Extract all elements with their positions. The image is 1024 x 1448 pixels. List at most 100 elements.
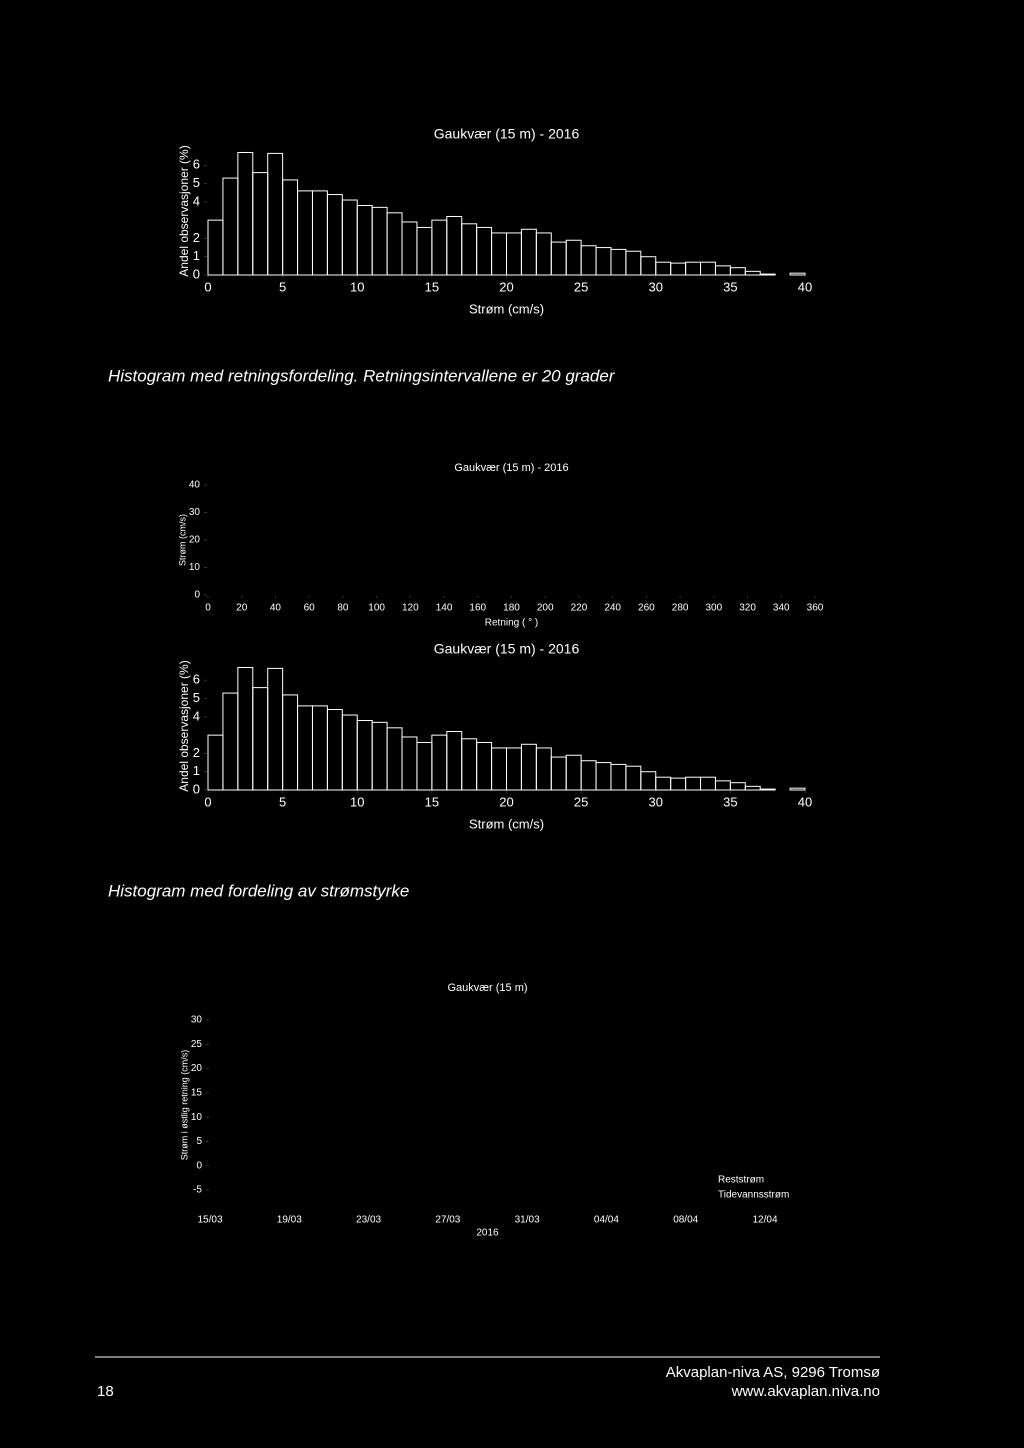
y-tick-label: 0 bbox=[193, 266, 200, 281]
bar bbox=[595, 247, 612, 276]
bar bbox=[580, 245, 597, 276]
x-tick-label: 35 bbox=[723, 279, 737, 294]
y-tick-label: 40 bbox=[189, 480, 201, 491]
bar bbox=[267, 667, 284, 791]
bar bbox=[401, 221, 418, 276]
bar bbox=[326, 709, 343, 791]
x-tick-label: 340 bbox=[773, 603, 790, 614]
legend-entry: Tidevannsstrøm bbox=[718, 1190, 789, 1201]
bar bbox=[461, 738, 478, 791]
bar bbox=[356, 720, 373, 791]
bar bbox=[625, 250, 642, 276]
bar bbox=[655, 776, 672, 791]
bar bbox=[252, 172, 269, 276]
y-tick-label: 6 bbox=[193, 672, 200, 687]
y-tick-label: 1 bbox=[193, 248, 200, 263]
x-tick-label: 280 bbox=[672, 603, 689, 614]
bar bbox=[311, 190, 328, 276]
footer-url: www.akvaplan.niva.no bbox=[731, 1383, 880, 1400]
x-tick-label: 10 bbox=[350, 279, 364, 294]
bar bbox=[685, 776, 702, 791]
bar bbox=[744, 785, 761, 791]
chart-title: Gaukvær (15 m) - 2016 bbox=[454, 462, 568, 474]
y-tick-label: 4 bbox=[193, 193, 200, 208]
bar bbox=[610, 248, 627, 276]
y-axis-label: Strøm i østlig retning (cm/s) bbox=[179, 1050, 189, 1161]
bar bbox=[476, 741, 493, 791]
caption: Histogram med fordeling av strømstyrke bbox=[108, 881, 409, 900]
bar bbox=[520, 743, 537, 791]
y-tick-label: 0 bbox=[194, 590, 200, 601]
x-tick-label: 5 bbox=[279, 794, 286, 809]
x-tick-label: 260 bbox=[638, 603, 655, 614]
x-tick-label: 60 bbox=[304, 603, 316, 614]
bar bbox=[446, 730, 463, 791]
bar bbox=[267, 152, 284, 276]
bar bbox=[282, 694, 299, 791]
x-tick-label: 300 bbox=[705, 603, 722, 614]
x-tick-label: 220 bbox=[571, 603, 588, 614]
bar bbox=[297, 190, 313, 276]
y-tick-label: 2 bbox=[193, 745, 200, 760]
y-tick-label: -5 bbox=[193, 1185, 202, 1196]
x-tick-label: 08/04 bbox=[673, 1215, 698, 1226]
bar bbox=[371, 721, 388, 791]
bar bbox=[491, 747, 508, 791]
bar bbox=[446, 215, 463, 276]
x-tick-label: 10 bbox=[350, 794, 364, 809]
bar bbox=[759, 788, 776, 791]
x-axis-label: Strøm (cm/s) bbox=[469, 301, 544, 316]
bar bbox=[640, 771, 657, 791]
bar bbox=[580, 760, 597, 791]
bar bbox=[431, 219, 448, 276]
bar bbox=[386, 727, 403, 791]
x-tick-label: 40 bbox=[270, 603, 282, 614]
bar bbox=[744, 270, 761, 276]
x-tick-label: 15 bbox=[425, 794, 439, 809]
bar bbox=[729, 782, 746, 791]
y-tick-label: 6 bbox=[193, 157, 200, 172]
bar bbox=[416, 226, 433, 276]
x-axis-label: Strøm (cm/s) bbox=[469, 816, 544, 831]
x-tick-label: 240 bbox=[604, 603, 621, 614]
bar bbox=[207, 734, 224, 791]
bar bbox=[297, 705, 313, 791]
bar bbox=[386, 212, 403, 276]
y-tick-label: 15 bbox=[191, 1087, 203, 1098]
bar bbox=[535, 232, 552, 276]
x-tick-label: 0 bbox=[204, 279, 211, 294]
bar bbox=[685, 261, 702, 276]
y-tick-label: 1 bbox=[193, 763, 200, 778]
caption: Histogram med retningsfordeling. Retning… bbox=[108, 366, 616, 385]
y-tick-label: 2 bbox=[193, 230, 200, 245]
bar bbox=[506, 747, 522, 791]
bar bbox=[535, 747, 552, 791]
x-tick-label: 160 bbox=[469, 603, 486, 614]
x-tick-label: 20 bbox=[499, 794, 513, 809]
bar bbox=[237, 151, 254, 276]
bar bbox=[311, 705, 328, 791]
x-tick-label: 80 bbox=[337, 603, 349, 614]
y-tick-label: 5 bbox=[193, 690, 200, 705]
bar bbox=[789, 272, 806, 276]
bar bbox=[506, 232, 522, 276]
x-tick-label: 120 bbox=[402, 603, 419, 614]
footer-company: Akvaplan-niva AS, 9296 Tromsø bbox=[666, 1364, 880, 1381]
x-tick-label: 35 bbox=[723, 794, 737, 809]
chart-title: Gaukvær (15 m) - 2016 bbox=[434, 126, 580, 142]
bar bbox=[640, 256, 657, 276]
x-tick-label: 100 bbox=[368, 603, 385, 614]
bar bbox=[550, 756, 567, 791]
x-tick-label: 04/04 bbox=[594, 1215, 619, 1226]
x-tick-label: 0 bbox=[205, 603, 211, 614]
bar bbox=[789, 787, 806, 791]
x-tick-label: 140 bbox=[436, 603, 453, 614]
bar bbox=[655, 261, 672, 276]
x-axis-label: 2016 bbox=[476, 1228, 499, 1239]
x-tick-label: 200 bbox=[537, 603, 554, 614]
x-tick-label: 27/03 bbox=[435, 1215, 460, 1226]
bar bbox=[670, 262, 687, 276]
y-tick-label: 10 bbox=[191, 1112, 203, 1123]
